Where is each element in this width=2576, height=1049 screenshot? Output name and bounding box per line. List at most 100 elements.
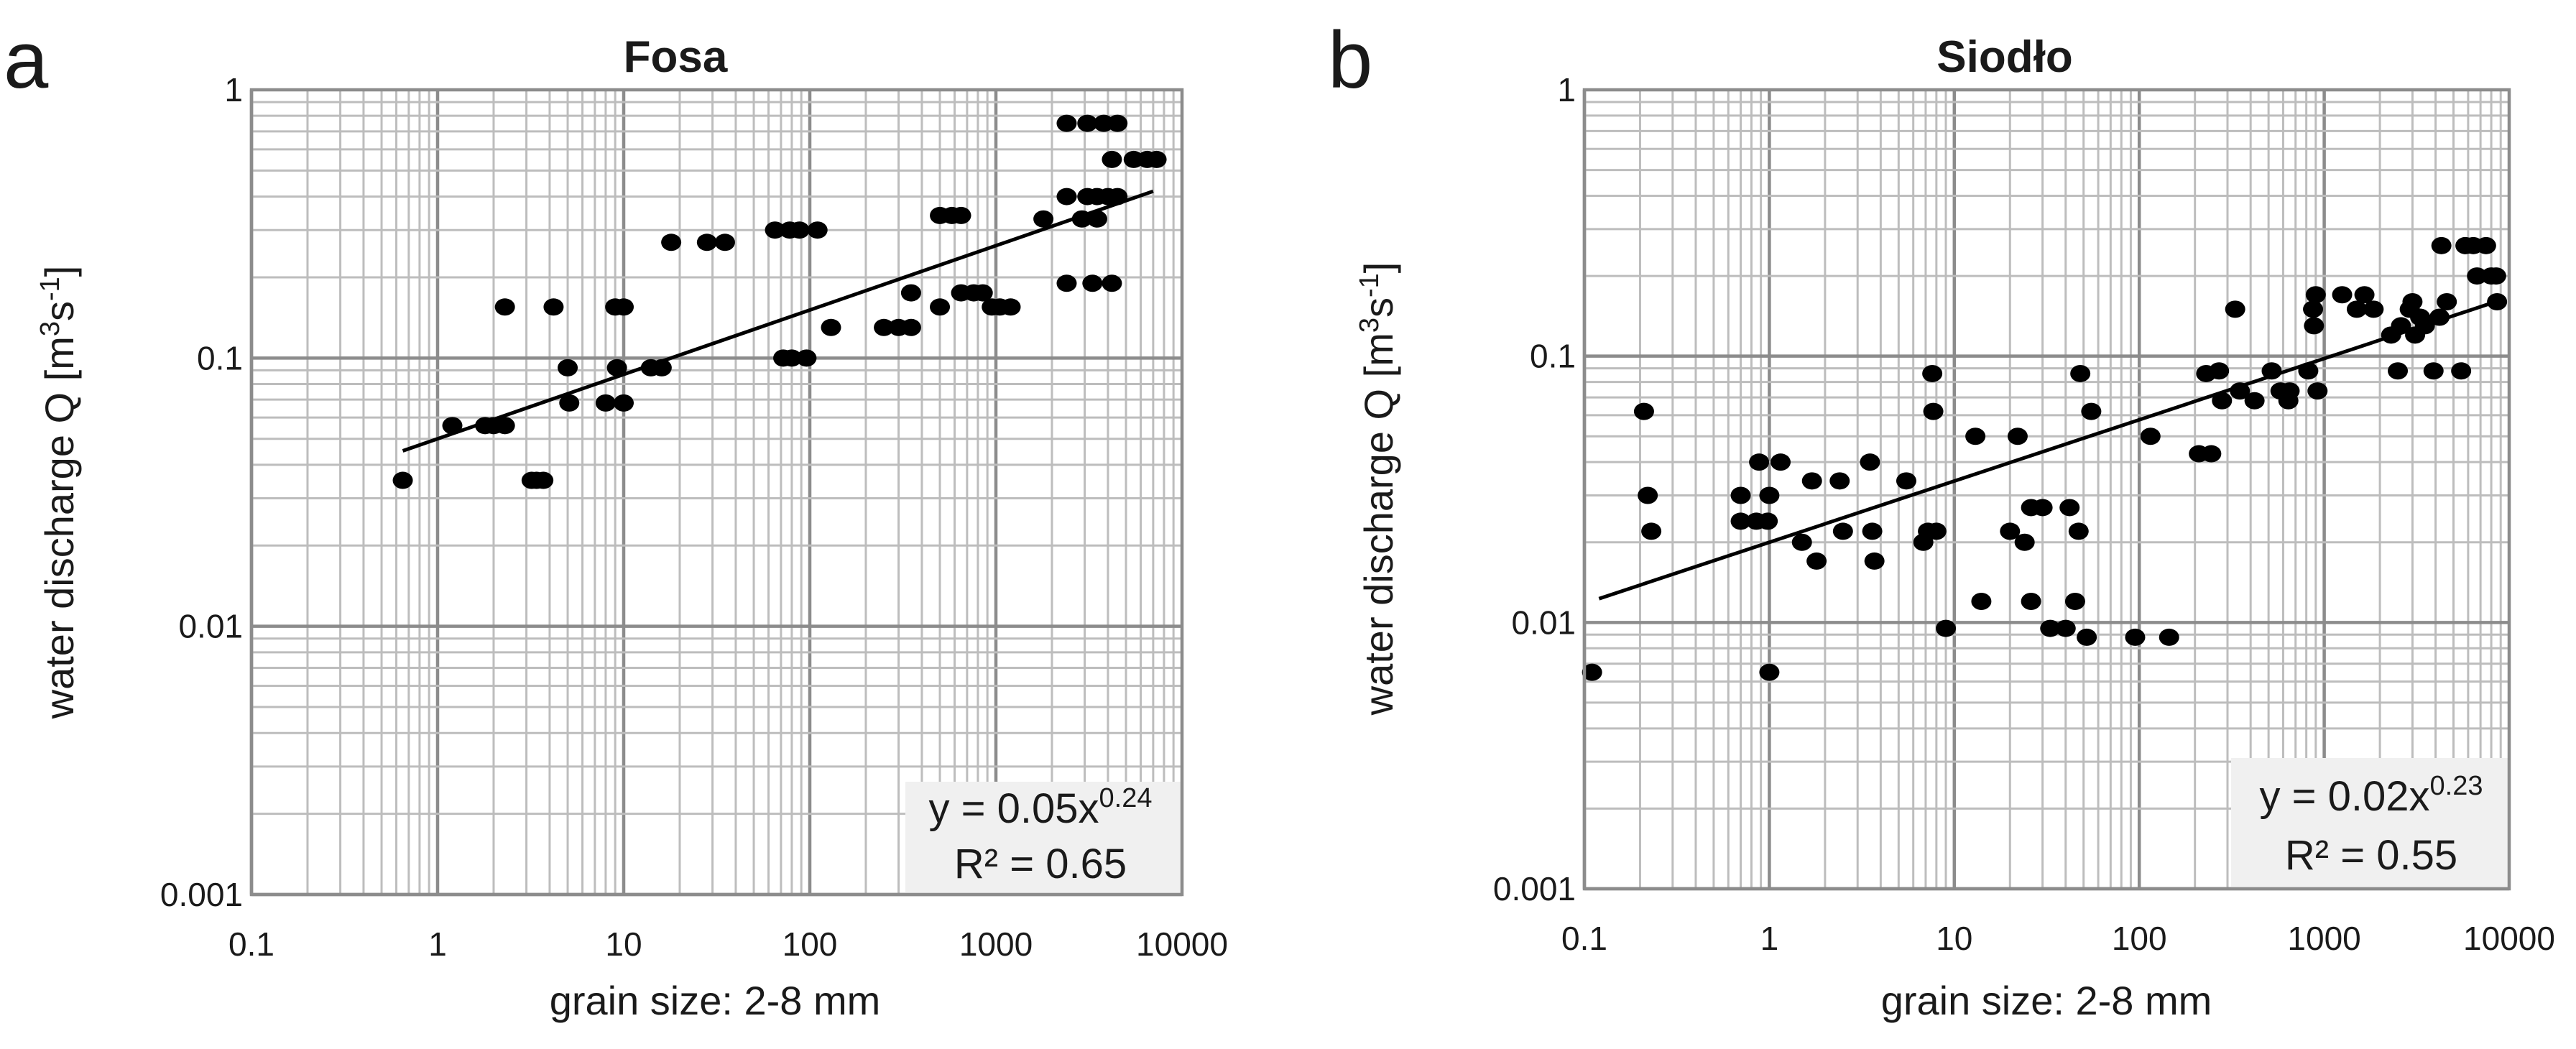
data-point [1896,472,1916,490]
data-point [1791,533,1812,551]
equation-text: y = 0.02x0.23 [2260,771,2483,820]
data-point [2159,628,2179,646]
data-point [1829,472,1850,490]
x-tick-label: 100 [783,925,838,963]
data-point [2305,286,2326,304]
x-tick-label: 0.1 [228,925,274,963]
x-tick-label: 10 [1936,920,1972,957]
data-point [2201,445,2222,463]
data-point [2125,628,2146,646]
chart-title: Siodło [1936,32,2072,82]
data-point [2487,293,2508,311]
data-point [2467,267,2488,285]
data-point [2230,382,2250,400]
data-point [1582,663,1602,681]
data-point [2437,293,2457,311]
y-tick-label: 0.1 [197,339,243,376]
y-tick-label: 1 [224,71,243,108]
y-tick-label: 0.01 [1511,604,1576,641]
x-tick-label: 10 [605,925,642,963]
y-tick-label: 0.01 [178,608,243,645]
data-point [2032,499,2053,517]
data-point [972,284,993,302]
panel-b: b Siodło 0.1 1 10 100 1000 10000 1 0.1 0.01 0.00… [1328,15,2555,1023]
data-point [1965,428,1986,445]
data-point [2423,362,2444,380]
panel-letter: b [1328,15,1372,105]
data-point [796,349,817,367]
data-point [2081,402,2102,420]
x-tick-label: 1 [428,925,447,963]
data-point [1759,486,1780,504]
data-point [2059,499,2080,517]
y-tick-label: 0.001 [1493,870,1576,907]
data-point [2332,286,2353,304]
x-tick-label: 10000 [2463,920,2555,957]
data-point [1033,210,1054,228]
y-tick-labels: 1 0.1 0.01 0.001 [1493,71,1576,907]
data-point [2304,317,2325,335]
data-point [2064,592,2085,610]
data-point [543,298,564,316]
data-point [1107,114,1128,132]
data-point [1801,472,1822,490]
data-point [1926,522,1947,540]
data-point [1107,188,1128,205]
data-point [900,318,921,336]
data-points [392,114,1167,489]
y-tick-label: 0.001 [160,876,243,913]
data-point [807,221,828,239]
data-point [2077,628,2097,646]
data-point [1749,453,1770,471]
data-point [558,359,578,376]
data-point [1146,150,1167,168]
data-point [2307,382,2328,400]
data-point [1922,364,1943,382]
data-point [1056,114,1077,132]
data-point [1923,402,1944,420]
data-point [1071,210,1092,228]
data-point [930,298,951,316]
trendline [402,189,1154,453]
data-point [1102,150,1122,168]
plot-frame [1582,88,2511,891]
data-point [2354,286,2375,304]
y-tick-label: 1 [1557,71,1576,108]
data-points [1582,236,2508,681]
y-tick-label: 0.1 [1530,338,1576,375]
data-point [1730,512,1751,530]
data-point [1102,274,1122,292]
data-point [951,206,971,224]
data-point [1971,592,1992,610]
data-point [2298,362,2319,380]
data-point [714,234,735,251]
data-point [2303,300,2324,318]
data-point [1730,486,1751,504]
data-point [2391,317,2411,335]
x-axis-label: grain size: 2-8 mm [550,978,881,1023]
data-point [559,394,580,412]
data-point [651,359,672,376]
equation-box [905,782,1182,895]
data-point [696,234,717,251]
x-tick-label: 0.1 [1561,920,1607,957]
data-point [2363,300,2384,318]
data-point [765,221,785,239]
x-tick-label: 1000 [2287,920,2360,957]
data-point [1633,402,1654,420]
data-point [2402,293,2423,311]
data-point [874,318,895,336]
data-point [2475,236,2496,254]
data-point [2209,362,2230,380]
data-point [2451,362,2472,380]
data-point [2055,619,2076,637]
x-tick-label: 100 [2112,920,2167,957]
data-point [2212,392,2233,410]
equation-text: y = 0.05x0.24 [929,783,1153,832]
data-point [614,298,634,316]
data-point [2244,392,2265,410]
data-point [1056,188,1077,205]
data-point [900,284,921,302]
data-point [2429,308,2450,326]
data-point [781,349,802,367]
